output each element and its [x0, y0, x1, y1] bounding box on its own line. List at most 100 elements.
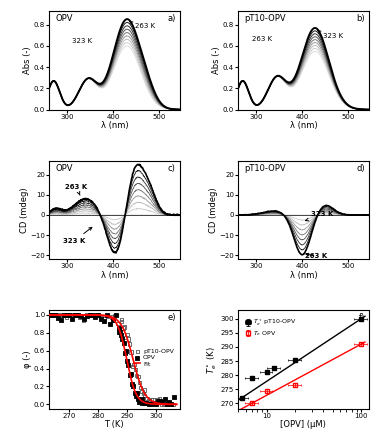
Fit	[174, 402, 179, 407]
Text: e): e)	[167, 313, 176, 322]
OPV	[119, 335, 125, 343]
OPV	[116, 324, 122, 332]
pT10-OPV	[84, 311, 90, 318]
Text: 323 K: 323 K	[63, 227, 92, 244]
OPV	[141, 399, 147, 406]
pT10-OPV	[81, 317, 87, 324]
Text: f): f)	[358, 313, 365, 322]
Text: c): c)	[168, 164, 176, 173]
Text: 263 K: 263 K	[65, 184, 87, 195]
pT10-OPV	[156, 395, 162, 402]
pT10-OPV	[125, 335, 132, 343]
OPV	[139, 400, 145, 407]
OPV	[75, 311, 81, 318]
pT10-OPV	[169, 401, 175, 408]
OPV	[84, 312, 90, 320]
pT10-OPV	[101, 315, 107, 322]
Text: 263 K: 263 K	[130, 21, 155, 29]
OPV	[138, 399, 144, 406]
Text: d): d)	[356, 164, 365, 173]
pT10-OPV	[136, 379, 142, 386]
Y-axis label: CD (mdeg): CD (mdeg)	[209, 187, 218, 233]
pT10-OPV	[121, 324, 127, 331]
OPV	[127, 371, 133, 378]
OPV	[118, 332, 124, 339]
pT10-OPV	[112, 312, 118, 320]
OPV	[46, 311, 52, 318]
Y-axis label: Abs (-): Abs (-)	[23, 46, 33, 74]
OPV	[117, 328, 123, 335]
OPV	[69, 315, 75, 322]
Fit	[168, 402, 172, 407]
pT10-OPV	[77, 314, 83, 321]
OPV	[129, 380, 135, 387]
pT10-OPV	[127, 341, 133, 348]
pT10-OPV	[128, 348, 134, 355]
OPV	[164, 401, 170, 408]
X-axis label: λ (nm): λ (nm)	[101, 121, 128, 130]
pT10-OPV	[94, 311, 101, 318]
pT10-OPV	[64, 313, 70, 320]
OPV	[166, 399, 172, 406]
Text: 263 K: 263 K	[305, 253, 327, 259]
pT10-OPV	[91, 312, 97, 319]
X-axis label: λ (nm): λ (nm)	[290, 271, 317, 280]
OPV	[98, 315, 104, 322]
Y-axis label: $T^\circ_e$ (K): $T^\circ_e$ (K)	[206, 346, 219, 373]
pT10-OPV	[115, 320, 121, 327]
pT10-OPV	[53, 311, 59, 318]
OPV	[90, 311, 96, 318]
OPV	[78, 312, 84, 320]
pT10-OPV	[119, 318, 125, 325]
pT10-OPV	[120, 324, 126, 332]
Fit	[71, 312, 75, 317]
pT10-OPV	[142, 392, 148, 399]
pT10-OPV	[146, 397, 152, 404]
OPV	[107, 321, 113, 328]
pT10-OPV	[124, 331, 130, 338]
pT10-OPV	[158, 401, 164, 408]
pT10-OPV	[132, 366, 138, 373]
OPV	[121, 339, 127, 346]
OPV	[146, 401, 152, 408]
Text: 323 K: 323 K	[306, 211, 334, 221]
pT10-OPV	[167, 400, 173, 407]
OPV	[136, 398, 143, 405]
pT10-OPV	[150, 396, 156, 404]
OPV	[152, 401, 158, 408]
Text: a): a)	[167, 14, 176, 23]
pT10-OPV	[171, 401, 177, 408]
Text: 323 K: 323 K	[318, 30, 343, 38]
OPV	[133, 392, 139, 400]
Y-axis label: φ (-): φ (-)	[23, 351, 33, 369]
X-axis label: [OPV] (μM): [OPV] (μM)	[280, 420, 326, 430]
OPV	[55, 314, 61, 321]
OPV	[135, 395, 141, 402]
pT10-OPV	[160, 401, 166, 408]
pT10-OPV	[154, 396, 160, 403]
pT10-OPV	[105, 312, 111, 320]
pT10-OPV	[98, 314, 104, 321]
pT10-OPV	[164, 401, 170, 408]
pT10-OPV	[108, 313, 114, 320]
pT10-OPV	[138, 384, 144, 391]
pT10-OPV	[144, 395, 150, 402]
pT10-OPV	[119, 316, 125, 323]
pT10-OPV	[70, 311, 76, 318]
Text: pT10-OPV: pT10-OPV	[245, 164, 286, 173]
Fit	[47, 312, 51, 317]
pT10-OPV	[139, 388, 145, 395]
Y-axis label: CD (mdeg): CD (mdeg)	[20, 187, 29, 233]
pT10-OPV	[67, 311, 73, 318]
Legend: pT10-OPV, OPV, Fit: pT10-OPV, OPV, Fit	[133, 347, 175, 368]
OPV	[124, 358, 130, 365]
OPV	[81, 316, 87, 323]
OPV	[72, 311, 78, 318]
OPV	[49, 311, 55, 318]
Text: 263 K: 263 K	[252, 36, 272, 42]
Text: b): b)	[356, 14, 365, 23]
pT10-OPV	[122, 334, 129, 341]
pT10-OPV	[87, 311, 93, 318]
OPV	[169, 401, 175, 408]
OPV	[150, 400, 156, 407]
